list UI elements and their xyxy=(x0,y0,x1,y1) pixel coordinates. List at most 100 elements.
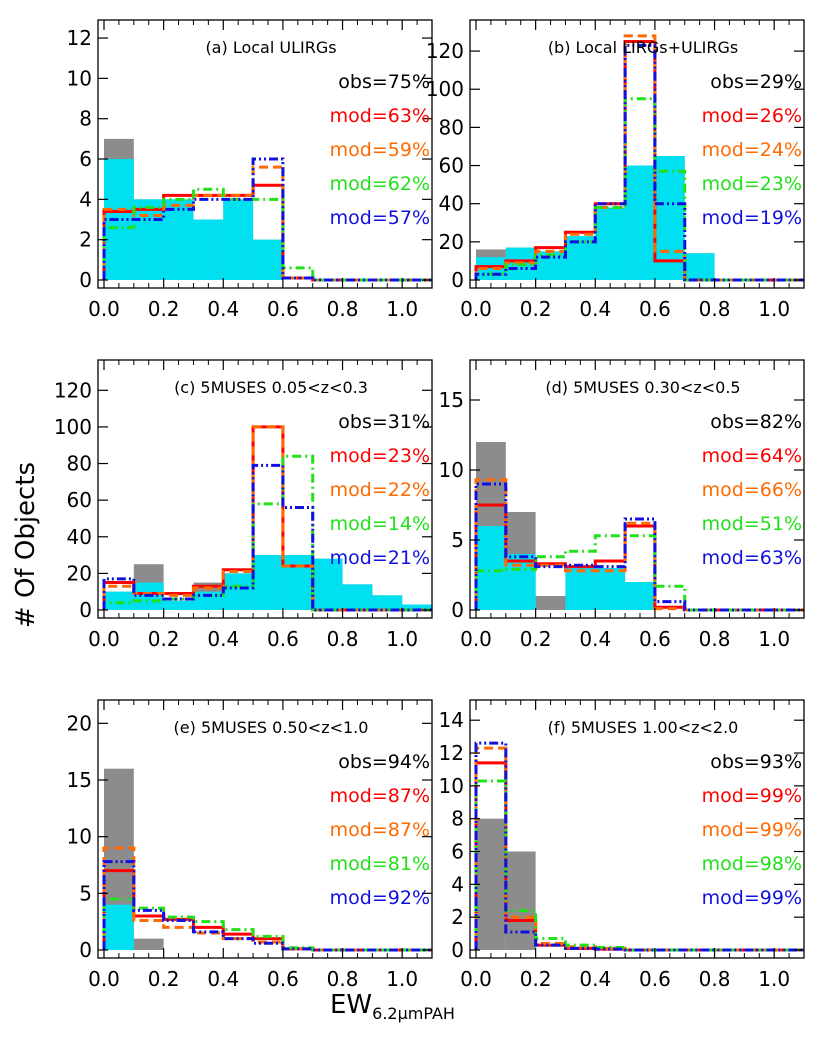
model-line-blue xyxy=(474,43,804,282)
panel-title: (f) 5MUSES 1.00<z<2.0 xyxy=(548,718,739,737)
x-tick-label: 0.8 xyxy=(327,627,359,651)
x-tick-label: 0.8 xyxy=(327,297,359,321)
y-tick-label: 12 xyxy=(67,26,92,50)
y-tick-label: 2 xyxy=(79,228,92,252)
mod-label-red: mod=87% xyxy=(330,785,430,807)
panel-frame xyxy=(469,19,805,289)
x-tick-label: 0.6 xyxy=(267,627,299,651)
subset-bar xyxy=(684,253,715,280)
model-line-green xyxy=(102,454,432,612)
observed-bar xyxy=(133,938,164,950)
y-tick-label: 40 xyxy=(439,192,464,216)
panel-title: (c) 5MUSES 0.05<z<0.3 xyxy=(174,378,368,397)
observed-bar xyxy=(505,851,536,950)
model-line-blue xyxy=(102,157,432,282)
model-line-blue xyxy=(102,463,432,612)
obs-label: obs=82% xyxy=(710,411,802,433)
mod-label-orange: mod=22% xyxy=(330,479,430,501)
plot-area xyxy=(474,442,804,612)
x-tick-label: 1.0 xyxy=(386,967,418,991)
mod-label-blue: mod=99% xyxy=(702,887,802,909)
mod-label-orange: mod=66% xyxy=(702,479,802,501)
panel-f: 0.0 0.2 0.4 0.6 0.8 1.0 0 2 4 6 8 10 12 14 (f) 5MUSES … xyxy=(439,699,805,991)
y-tick-label: 100 xyxy=(54,415,92,439)
subset-bar xyxy=(654,156,685,280)
subset-bar xyxy=(505,554,536,610)
panel-frame xyxy=(469,699,805,959)
y-tick-label: 10 xyxy=(67,825,92,849)
x-tick-label: 0.0 xyxy=(460,967,492,991)
y-tick-label: 0 xyxy=(79,598,92,622)
panel-d: 0.0 0.2 0.4 0.6 0.8 1.0 0 5 10 15 (d) 5MUSES 0.30<… xyxy=(439,359,805,651)
mod-label-blue: mod=63% xyxy=(702,547,802,569)
subset-bar xyxy=(312,558,343,610)
x-tick-label: 0.0 xyxy=(460,297,492,321)
mod-label-green: mod=14% xyxy=(330,513,430,535)
y-tick-label: 60 xyxy=(439,154,464,178)
subset-bar xyxy=(476,526,506,610)
mod-label-green: mod=23% xyxy=(702,173,802,195)
x-tick-label: 1.0 xyxy=(758,627,790,651)
x-tick-label: 0.2 xyxy=(520,627,552,651)
mod-label-red: mod=26% xyxy=(702,105,802,127)
panel-frame xyxy=(97,359,433,619)
mod-label-blue: mod=92% xyxy=(330,887,430,909)
x-axis-label-subscript: 6.2μmPAH xyxy=(372,1004,455,1024)
subset-bar xyxy=(282,555,313,610)
y-tick-label: 5 xyxy=(451,528,464,552)
x-tick-label: 0.2 xyxy=(148,297,180,321)
x-tick-label: 0.2 xyxy=(148,967,180,991)
obs-label: obs=94% xyxy=(338,751,430,773)
y-tick-label: 0 xyxy=(79,938,92,962)
y-tick-label: 8 xyxy=(79,107,92,131)
model-line-red xyxy=(102,869,432,952)
y-tick-label: 8 xyxy=(451,807,464,831)
x-tick-label: 0.0 xyxy=(88,297,120,321)
x-tick-label: 0.2 xyxy=(520,967,552,991)
x-axis-label: EW6.2μmPAH xyxy=(330,990,590,1030)
y-axis-label-text: # Of Objects xyxy=(11,461,41,629)
subset-bar xyxy=(104,904,134,950)
y-tick-label: 6 xyxy=(79,147,92,171)
y-tick-label: 10 xyxy=(67,66,92,90)
obs-label: obs=75% xyxy=(338,71,430,93)
x-tick-label: 0.4 xyxy=(579,627,611,651)
y-tick-label: 80 xyxy=(439,115,464,139)
model-line-blue xyxy=(102,860,432,952)
y-tick-label: 120 xyxy=(426,39,464,63)
x-tick-label: 0.6 xyxy=(639,627,671,651)
subset-bar xyxy=(104,591,134,610)
y-tick-label: 0 xyxy=(451,268,464,292)
plot-area xyxy=(102,425,432,612)
y-tick-label: 40 xyxy=(67,525,92,549)
y-tick-label: 10 xyxy=(439,458,464,482)
y-tick-label: 0 xyxy=(79,268,92,292)
plot-area xyxy=(474,741,804,952)
mod-label-green: mod=98% xyxy=(702,853,802,875)
panel-frame xyxy=(97,19,433,289)
x-tick-label: 0.4 xyxy=(579,967,611,991)
subset-bar xyxy=(372,595,403,610)
subset-bar xyxy=(565,236,596,280)
subset-bar xyxy=(342,584,373,610)
subset-bar xyxy=(625,165,655,280)
mod-label-blue: mod=19% xyxy=(702,207,802,229)
panel-frame xyxy=(469,359,805,619)
x-tick-label: 0.2 xyxy=(520,297,552,321)
y-tick-label: 5 xyxy=(79,881,92,905)
mod-label-green: mod=62% xyxy=(330,173,430,195)
y-axis-label: # Of Objects xyxy=(6,440,46,650)
y-tick-label: 80 xyxy=(67,452,92,476)
subset-bar xyxy=(595,207,626,280)
x-tick-label: 0.0 xyxy=(460,627,492,651)
x-tick-label: 0.8 xyxy=(699,297,731,321)
model-line-blue xyxy=(474,482,804,612)
x-tick-label: 0.8 xyxy=(327,967,359,991)
mod-label-red: mod=23% xyxy=(330,445,430,467)
observed-bar xyxy=(535,596,566,610)
y-tick-label: 15 xyxy=(67,768,92,792)
panel-frame xyxy=(97,699,433,959)
panel-title: (b) Local LIRGs+ULIRGs xyxy=(548,38,738,57)
x-tick-label: 0.2 xyxy=(148,627,180,651)
